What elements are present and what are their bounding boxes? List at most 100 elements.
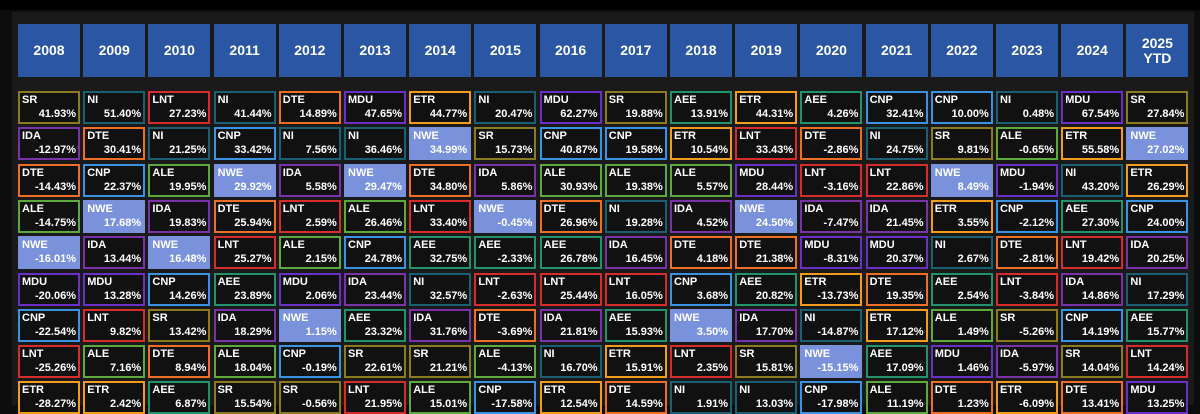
ticker-cell: DTE 8.94%: [148, 345, 211, 379]
return-value: 2.06%: [305, 289, 337, 302]
ticker-label: AEE: [674, 94, 697, 106]
ticker-cell: NI 32.57%: [409, 272, 472, 306]
year-header: 2024: [1061, 24, 1124, 77]
ticker-label: LNT: [152, 94, 174, 106]
return-value: 14.04%: [1081, 362, 1120, 375]
ticker-label: NI: [1065, 166, 1077, 179]
return-value: 41.44%: [234, 108, 272, 120]
ticker-cell: SR 13.42%: [148, 308, 211, 342]
return-value: 33.40%: [429, 216, 468, 229]
return-value: 36.46%: [364, 144, 402, 157]
ticker-cell: CNP -22.54%: [18, 308, 80, 342]
return-value: 3.50%: [696, 325, 728, 338]
return-value: 24.75%: [886, 144, 924, 157]
ticker-cell: IDA -7.47%: [800, 199, 863, 233]
return-value: 23.89%: [234, 289, 272, 302]
ticker-label: IDA: [348, 275, 367, 288]
ticker-cell: ETR 44.31%: [735, 91, 798, 124]
ticker-label: ETR: [1130, 166, 1153, 179]
ticker-label: SR: [608, 94, 625, 106]
ticker-cell: MDU -20.06%: [18, 272, 80, 306]
return-value: 1.15%: [305, 325, 337, 338]
ticker-cell: ALE 7.16%: [83, 345, 146, 379]
ticker-cell: ALE -14.75%: [18, 199, 80, 233]
ticker-label: NI: [478, 94, 490, 106]
ticker-cell: ALE 2.15%: [278, 236, 341, 270]
return-value: 13.44%: [103, 253, 142, 266]
ticker-label: IDA: [1065, 275, 1085, 288]
year-header: 2008: [18, 24, 80, 77]
return-value: 21.45%: [886, 216, 924, 229]
return-value: 13.42%: [169, 325, 207, 338]
ticker-cell: CNP -17.98%: [800, 381, 863, 414]
ticker-cell: MDU -8.31%: [800, 236, 863, 270]
ticker-label: LNT: [478, 275, 500, 288]
return-value: 32.41%: [886, 108, 924, 120]
ticker-label: NI: [674, 384, 685, 397]
ticker-cell: IDA 23.44%: [344, 272, 406, 306]
ticker-label: NWE: [478, 202, 505, 215]
ticker-label: LNT: [674, 348, 696, 361]
return-value: -14.75%: [35, 216, 76, 229]
return-value: 29.92%: [234, 180, 272, 193]
ticker-label: LNT: [348, 384, 370, 397]
ticker-label: IDA: [282, 166, 302, 179]
return-value: 26.29%: [1147, 180, 1185, 193]
ticker-cell: IDA 4.52%: [670, 199, 732, 233]
ticker-label: SR: [22, 94, 38, 106]
ticker-cell: SR 14.04%: [1061, 345, 1124, 379]
ticker-cell: NI 1.91%: [670, 381, 732, 414]
year-header: 2014: [409, 24, 472, 77]
return-value: 17.70%: [755, 325, 794, 338]
ticker-cell: DTE 13.41%: [1061, 381, 1124, 414]
ticker-label: ALE: [22, 202, 44, 215]
ticker-cell: SR 15.73%: [474, 127, 537, 161]
ticker-cell: CNP -2.12%: [996, 199, 1058, 233]
ticker-label: NWE: [152, 239, 179, 252]
ticker-label: NI: [608, 202, 620, 215]
return-value: 27.23%: [169, 108, 207, 120]
return-value: 15.81%: [755, 362, 794, 375]
ticker-label: DTE: [413, 166, 436, 179]
ticker-cell: LNT 33.43%: [735, 127, 798, 161]
return-value: 26.46%: [364, 216, 402, 229]
ticker-label: LNT: [1130, 348, 1152, 361]
ticker-cell: SR 9.81%: [930, 127, 993, 161]
return-value: -6.09%: [1019, 398, 1054, 411]
ticker-label: DTE: [869, 275, 892, 288]
ticker-label: ETR: [608, 348, 631, 361]
return-value: 13.91%: [690, 108, 728, 120]
ticker-cell: CNP 3.68%: [670, 272, 732, 306]
ticker-cell: CNP 24.00%: [1126, 199, 1189, 233]
ticker-label: MDU: [1130, 384, 1156, 397]
ticker-label: ALE: [869, 384, 892, 397]
ticker-label: AEE: [478, 239, 502, 252]
return-value: -8.31%: [823, 253, 859, 266]
ticker-label: MDU: [804, 239, 830, 252]
ticker-cell: ALE 15.01%: [409, 381, 472, 414]
return-value: 20.37%: [886, 253, 924, 266]
return-value: 28.44%: [755, 180, 794, 193]
return-value: 33.42%: [234, 144, 272, 157]
ticker-cell: MDU 67.54%: [1061, 91, 1124, 124]
return-value: 16.48%: [169, 253, 207, 266]
ticker-cell: SR 15.54%: [213, 381, 276, 414]
ticker-label: AEE: [348, 311, 371, 324]
ticker-label: NWE: [674, 311, 700, 324]
return-value: 22.61%: [364, 362, 402, 375]
return-value: 40.87%: [560, 144, 598, 157]
ticker-label: NWE: [348, 166, 374, 179]
return-value: 19.42%: [1081, 253, 1120, 266]
return-value: 12.54%: [560, 398, 598, 411]
return-value: 19.83%: [169, 216, 207, 229]
year-header: 2021: [865, 24, 928, 77]
ticker-cell: AEE 27.30%: [1061, 199, 1124, 233]
ticker-cell: DTE 26.96%: [539, 199, 602, 233]
ticker-cell: NI -14.87%: [800, 308, 863, 342]
return-value: -25.26%: [35, 362, 76, 375]
ticker-label: MDU: [348, 94, 374, 106]
ticker-label: ETR: [22, 384, 44, 397]
ticker-cell: NI 13.03%: [735, 381, 798, 414]
ticker-cell: LNT 16.05%: [604, 272, 667, 306]
ticker-label: NI: [1130, 275, 1142, 288]
